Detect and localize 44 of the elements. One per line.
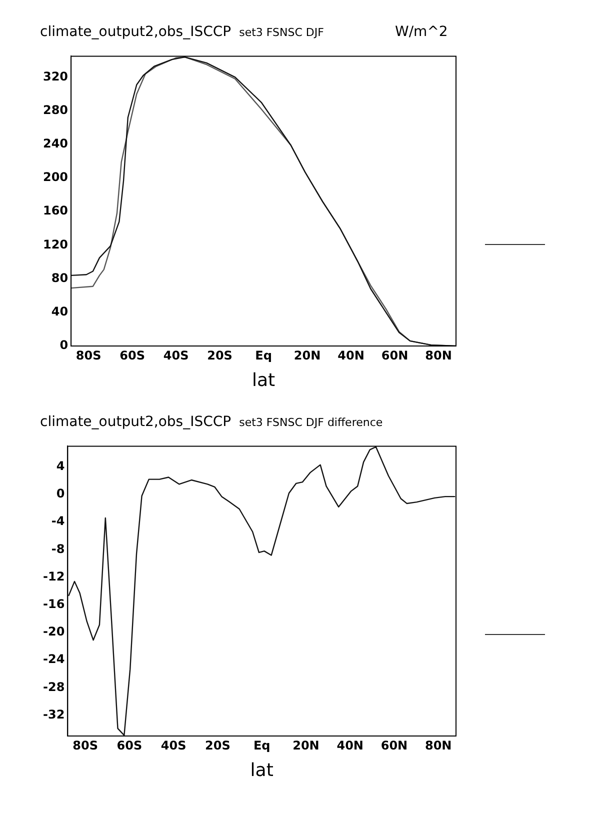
y-tick-label: 4 [56,459,65,474]
x-axis-title: lat [252,370,276,391]
y-tick-label: 80 [51,270,68,285]
y-tick-label: 200 [42,170,68,184]
x-tick-label: 20S [205,738,230,752]
y-tick-label: 280 [42,102,68,117]
x-tick-label: 20N [292,738,320,752]
x-tick-label: 40S [163,348,189,362]
x-tick-label: 20S [207,348,232,362]
chart-subtitle: set3 FSNSC DJF [239,26,324,39]
y-tick-label: 0 [56,486,65,501]
y-tick-label: -24 [42,652,65,666]
y-tick-label: -16 [42,597,65,612]
y-tick-label: 0 [60,338,68,352]
chart-subtitle: set3 FSNSC DJF difference [239,416,383,429]
y-tick-label: 160 [42,204,68,218]
y-tick-label: -20 [42,624,65,639]
y-tick-label: 240 [42,136,68,151]
x-tick-label: 20N [294,348,321,362]
x-tick-label: Eq [253,738,270,752]
x-tick-label: 60N [381,348,408,362]
y-tick-label: -4 [51,514,65,528]
y-tick-label: 120 [42,237,68,252]
x-tick-label: 80S [72,738,98,752]
y-tick-label: -28 [42,680,65,694]
x-axis-title: lat [250,760,274,781]
chart-title: climate_output2,obs_ISCCP [40,414,232,430]
y-tick-label: -8 [51,542,65,556]
y-tick-label: -32 [42,707,65,722]
x-tick-label: 60N [380,738,408,752]
x-tick-label: 80N [424,738,452,752]
x-tick-label: 80N [425,348,452,362]
x-tick-label: 80S [76,348,102,362]
x-tick-label: 60S [116,738,142,752]
y-tick-label: -12 [42,569,65,584]
chart-title: climate_output2,obs_ISCCP [40,24,232,40]
x-tick-label: Eq [255,348,272,362]
text: W/m^2 [395,24,448,40]
y-tick-label: 40 [51,304,68,319]
x-tick-label: 40N [336,738,364,752]
y-tick-label: 320 [42,69,68,84]
x-tick-label: 40N [338,348,364,362]
x-tick-label: 40S [160,738,186,752]
x-tick-label: 60S [120,348,145,362]
